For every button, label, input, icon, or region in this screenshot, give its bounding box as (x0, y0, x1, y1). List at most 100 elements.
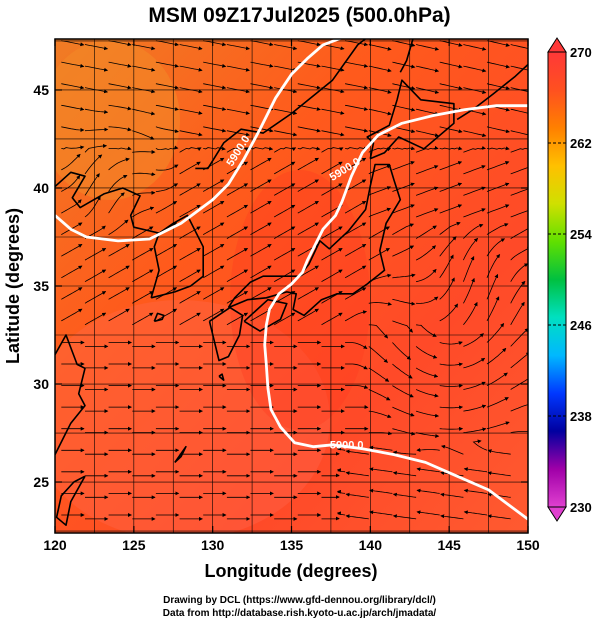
streamline (321, 147, 344, 153)
streamline (415, 346, 438, 359)
streamline (226, 183, 249, 196)
streamline (155, 265, 178, 279)
streamline (61, 83, 85, 90)
streamline (179, 226, 201, 239)
streamline (487, 449, 511, 455)
streamline (510, 188, 528, 196)
streamline (439, 146, 463, 151)
streamline (415, 245, 436, 261)
streamline (108, 157, 130, 171)
streamline (463, 87, 487, 95)
streamline (203, 179, 225, 192)
contour-line (263, 104, 528, 521)
streamline (345, 342, 368, 349)
streamline (486, 253, 501, 278)
streamline (463, 223, 484, 239)
streamline (132, 269, 154, 283)
streamline (439, 236, 457, 257)
streamline (486, 204, 510, 214)
streamline (344, 287, 367, 300)
streamline (250, 61, 274, 68)
streamline (486, 372, 508, 386)
streamline (179, 291, 201, 304)
streamline (487, 471, 511, 477)
streamline (463, 130, 487, 138)
streamline (463, 510, 488, 516)
streamline (415, 186, 439, 196)
streamline (439, 341, 463, 346)
streamline (155, 145, 179, 151)
streamline (226, 204, 249, 218)
streamline (416, 447, 440, 452)
x-tick-label: 140 (359, 537, 383, 553)
contour-line (55, 39, 343, 243)
streamline (345, 514, 369, 520)
streamline (226, 44, 250, 51)
streamline (416, 432, 440, 438)
streamline (416, 467, 440, 473)
streamline (155, 183, 179, 192)
streamline (415, 367, 439, 378)
streamline (510, 167, 528, 175)
streamline (297, 40, 321, 47)
streamline (510, 65, 528, 71)
streamline (345, 385, 369, 389)
streamline (155, 104, 179, 111)
streamline (250, 146, 274, 151)
streamline (486, 126, 510, 134)
streamline (321, 248, 343, 261)
streamline (132, 248, 154, 261)
streamline (510, 431, 528, 433)
streamline (250, 244, 272, 257)
colorbar-tick-label: 270 (570, 45, 592, 60)
streamline (155, 61, 179, 68)
streamline (392, 298, 416, 306)
coastline (456, 63, 528, 121)
streamline (321, 130, 345, 137)
streamline (368, 87, 392, 94)
streamline (203, 287, 225, 300)
coastline (151, 214, 204, 299)
streamline (155, 126, 179, 134)
streamline (84, 154, 103, 175)
streamline (486, 223, 509, 235)
credit-data: Data from http://database.rish.kyoto-u.a… (162, 608, 437, 619)
streamline (226, 108, 250, 115)
y-tick-label: 40 (33, 180, 49, 196)
streamline (463, 404, 487, 412)
streamline (369, 467, 393, 473)
streamline (84, 127, 109, 132)
streamline (416, 44, 440, 51)
streamline (84, 248, 107, 261)
coastline (218, 373, 225, 381)
streamline (179, 147, 202, 153)
streamline (463, 333, 484, 347)
streamline (416, 488, 440, 494)
streamline (155, 40, 179, 47)
coastline (399, 39, 414, 73)
streamline (368, 324, 389, 339)
streamline (84, 291, 107, 304)
streamline (463, 427, 487, 433)
streamline (345, 146, 368, 151)
streamline (486, 238, 506, 257)
streamline (439, 405, 464, 410)
streamline (155, 83, 179, 90)
streamline (179, 269, 201, 283)
streamline (297, 83, 321, 90)
coastline (243, 298, 288, 332)
streamline (392, 363, 413, 379)
streamline (84, 269, 107, 283)
streamline (321, 161, 343, 175)
streamline (416, 65, 440, 73)
y-tick-label: 45 (33, 82, 49, 98)
streamline (179, 108, 203, 115)
streamline (108, 287, 130, 300)
streamline (226, 291, 249, 304)
streamline (416, 296, 439, 304)
streamline (203, 83, 227, 90)
streamline (439, 40, 463, 47)
streamline (179, 183, 201, 196)
streamline (368, 431, 393, 436)
streamline (203, 104, 227, 111)
